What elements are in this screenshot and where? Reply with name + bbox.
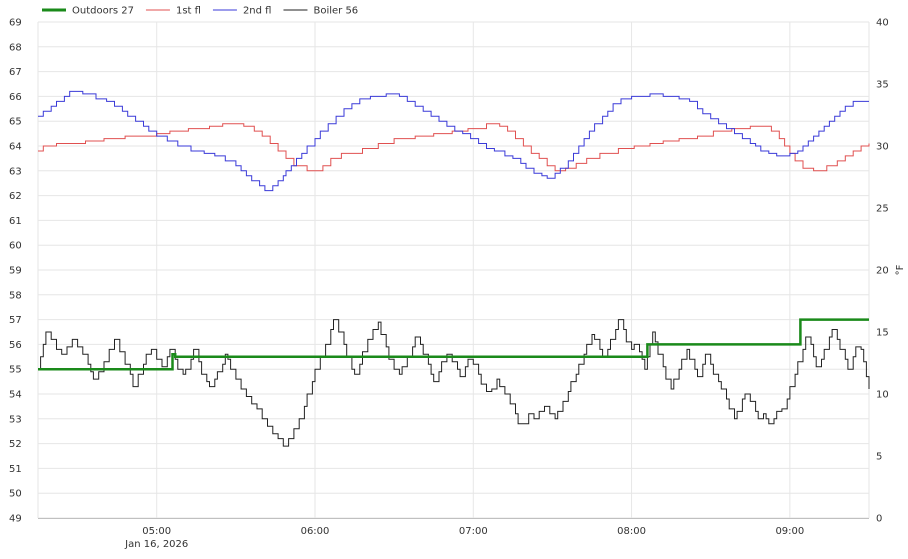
y-right-tick-label: 5 [876,452,882,463]
y-right-tick-label: 20 [876,266,889,277]
y-right-tick-label: 25 [876,204,889,215]
y-left-tick-label: 57 [9,315,22,326]
series-line-outdoors [38,318,869,371]
chart-grid [37,21,870,519]
y-left-tick-label: 62 [9,191,22,202]
y-left-tick-label: 56 [9,340,22,351]
y-left-tick-label: 60 [9,241,22,252]
x-axis: Jan 16, 2026 05:00 06:00 07:00 08:00 09:00 [38,518,869,550]
y-left-tick-label: 61 [9,216,22,227]
x-axis-date-label: Jan 16, 2026 [124,539,188,550]
series-line-1st-fl [38,123,870,172]
y-axis-right-title: °F [895,264,906,275]
x-tick-label: 09:00 [775,526,804,537]
y-left-tick-label: 52 [9,439,22,450]
y-axis-left: 49 50 51 52 53 54 55 56 57 58 59 60 61 62 63 64 65 66 67 68… [9,18,22,525]
y-right-tick-label: 0 [876,514,882,525]
y-left-tick-label: 50 [9,489,22,500]
y-right-tick-label: 15 [876,328,889,339]
series-layer [38,90,870,447]
legend-item[interactable]: Boiler 56 [283,6,358,17]
x-tick-label: 06:00 [301,526,330,537]
legend-item[interactable]: Outdoors 27 [42,6,134,17]
y-right-tick-label: 10 [876,390,889,401]
y-left-tick-label: 66 [9,92,22,103]
y-left-tick-label: 54 [9,390,22,401]
y-left-tick-label: 51 [9,464,22,475]
series-line-2nd-fl [38,90,869,192]
y-right-tick-label: 35 [876,80,889,91]
y-left-tick-label: 63 [9,166,22,177]
x-tick-label: 05:00 [142,526,171,537]
y-left-tick-label: 65 [9,117,22,128]
legend-label: 2nd fl [243,6,272,17]
legend-label: 1st fl [176,6,201,17]
legend-item[interactable]: 2nd fl [212,6,272,17]
legend[interactable]: Outdoors 27 1st fl 2nd fl Boiler 56 [42,6,358,17]
y-left-tick-label: 55 [9,365,22,376]
y-left-tick-label: 59 [9,266,22,277]
x-tick-label: 07:00 [459,526,488,537]
legend-label: Boiler 56 [313,6,358,17]
y-right-tick-label: 30 [876,142,889,153]
legend-label: Outdoors 27 [72,6,134,17]
y-left-tick-label: 68 [9,42,22,53]
y-left-tick-label: 49 [9,514,22,525]
y-right-tick-label: 40 [876,18,889,29]
y-left-tick-label: 69 [9,18,22,29]
x-tick-label: 08:00 [617,526,646,537]
series-line-boiler [38,319,870,447]
legend-item[interactable]: 1st fl [145,6,201,17]
y-left-tick-label: 64 [9,142,22,153]
y-left-tick-label: 67 [9,67,22,78]
y-left-tick-label: 53 [9,414,22,425]
y-axis-right: °F 0 5 10 15 20 25 30 35 40 [876,18,906,525]
y-left-tick-label: 58 [9,290,22,301]
